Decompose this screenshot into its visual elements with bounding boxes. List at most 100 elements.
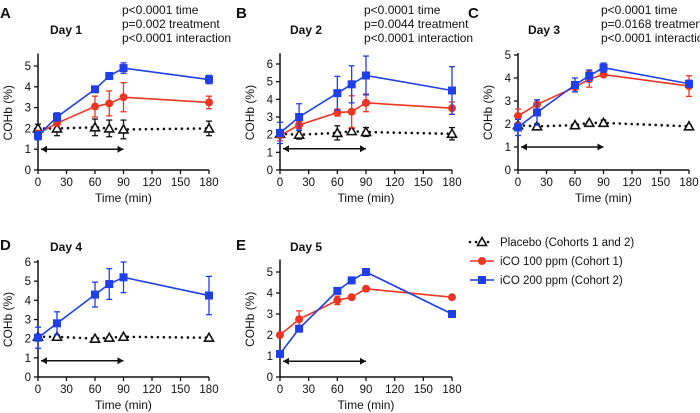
series-co200 (276, 268, 456, 358)
data-point-placebo (597, 116, 610, 128)
data-point-co200 (205, 291, 213, 300)
data-point-co200 (362, 268, 370, 276)
x-tick-label: 0 (35, 384, 41, 396)
legend-label: iCO 100 ppm (Cohort 1) (500, 256, 623, 268)
data-point-co200 (347, 276, 356, 285)
series-co200 (34, 62, 213, 141)
x-tick-label: 30 (302, 177, 315, 189)
data-point-co200 (276, 349, 284, 358)
data-point-co100 (119, 93, 128, 102)
data-point-placebo (117, 123, 130, 134)
x-tick-label: 0 (277, 177, 283, 189)
x-tick-label: 30 (60, 177, 73, 189)
y-axis-title: COHb (%) (243, 85, 257, 140)
data-point-co100 (205, 98, 213, 107)
panel-label: C (468, 5, 479, 22)
x-tick-label: 30 (302, 384, 315, 396)
y-tick-label: 1 (25, 144, 31, 156)
data-point-co200 (585, 71, 594, 80)
data-point-placebo (331, 126, 344, 138)
data-point-co200 (533, 108, 541, 117)
data-point-co200 (448, 86, 456, 95)
panel-label: B (236, 5, 247, 22)
x-tick-label: 120 (622, 177, 641, 189)
y-axis-title: COHb (%) (1, 85, 15, 140)
y-tick-label: 5 (25, 276, 31, 288)
arrow-head-right (117, 357, 124, 365)
y-tick-label: 2 (505, 119, 511, 131)
p-value: p<0.0001 interaction (122, 31, 231, 45)
y-tick-label: 4 (505, 73, 512, 85)
data-point-placebo (103, 331, 116, 343)
data-point-co200 (514, 123, 522, 132)
y-tick-label: 0 (25, 372, 31, 384)
p-value: p<0.0001 interaction (601, 31, 700, 45)
y-tick-label: 3 (25, 315, 31, 327)
x-tick-label: 150 (414, 384, 433, 396)
y-tick-label: 2 (25, 123, 31, 135)
x-axis-title: Time (min) (95, 398, 152, 412)
data-point-co200 (685, 79, 693, 88)
arrow-head-right (117, 145, 124, 153)
p-value: p<0.0001 time (601, 3, 678, 17)
y-tick-label: 6 (267, 59, 273, 71)
y-tick-label: 5 (25, 61, 31, 73)
data-point-co200 (599, 63, 608, 72)
data-point-co200 (295, 324, 304, 333)
data-point-placebo (89, 332, 101, 343)
data-point-co200 (105, 71, 114, 80)
arrow-head-left (521, 143, 527, 151)
x-tick-label: 90 (597, 177, 610, 189)
data-point-placebo (89, 121, 101, 132)
data-point-co100 (362, 284, 370, 293)
panel-label: A (0, 5, 11, 22)
data-point-co200 (571, 80, 579, 89)
legend-marker-co200 (478, 276, 486, 284)
data-point-placebo (51, 330, 63, 342)
y-tick-label: 0 (505, 165, 511, 177)
series-co200 (276, 55, 456, 145)
y-tick-label: 1 (267, 147, 273, 159)
data-point-placebo (117, 330, 130, 342)
p-value: p=0.002 treatment (122, 17, 220, 31)
x-axis-title: Time (min) (575, 191, 632, 205)
y-tick-label: 4 (267, 94, 274, 106)
x-tick-label: 30 (60, 384, 73, 396)
series-placebo (512, 116, 695, 131)
y-tick-label: 1 (505, 142, 511, 154)
y-tick-label: 3 (267, 112, 273, 124)
data-point-co200 (362, 71, 370, 80)
panel-label: D (0, 237, 11, 254)
y-tick-label: 5 (267, 267, 273, 279)
data-point-co100 (448, 293, 456, 302)
series-co200 (514, 62, 693, 137)
arrow-head-left (283, 357, 289, 365)
y-tick-label: 2 (267, 330, 273, 342)
panel-title: Day 5 (290, 240, 322, 254)
data-point-co200 (105, 280, 114, 289)
x-tick-label: 90 (360, 384, 373, 396)
y-tick-label: 2 (267, 130, 273, 142)
x-tick-label: 120 (385, 384, 404, 396)
x-tick-label: 150 (171, 384, 190, 396)
x-tick-label: 180 (442, 384, 461, 396)
y-tick-label: 1 (267, 351, 273, 363)
data-point-placebo (683, 120, 695, 131)
x-tick-label: 120 (385, 177, 404, 189)
y-tick-label: 5 (505, 50, 511, 62)
y-tick-label: 3 (267, 309, 273, 321)
y-tick-label: 0 (25, 165, 31, 177)
x-tick-label: 60 (331, 177, 344, 189)
series-placebo (274, 125, 458, 141)
x-tick-label: 60 (89, 384, 102, 396)
x-tick-label: 150 (651, 177, 670, 189)
y-tick-label: 5 (267, 77, 273, 89)
data-point-placebo (360, 125, 372, 137)
data-point-co200 (205, 75, 213, 84)
x-axis-title: Time (min) (338, 398, 395, 412)
x-tick-label: 60 (569, 177, 582, 189)
y-tick-label: 4 (25, 295, 32, 307)
